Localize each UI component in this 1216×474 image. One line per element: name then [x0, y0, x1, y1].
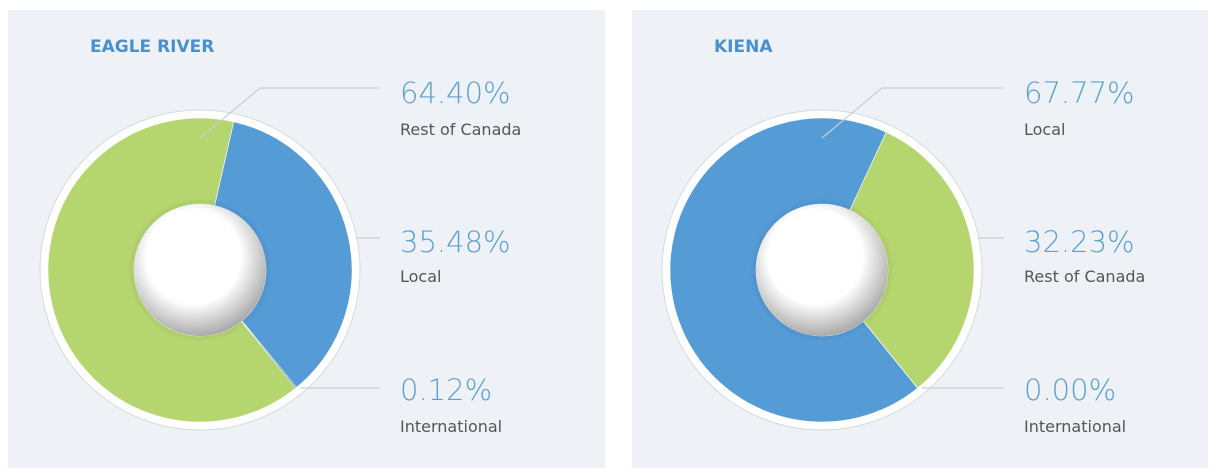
legend-label: Rest of Canada — [400, 120, 521, 139]
leader-line — [199, 87, 380, 139]
donut-hole — [134, 204, 266, 336]
legend-label: Rest of Canada — [1024, 267, 1145, 286]
chart-title: KIENA — [714, 37, 773, 57]
chart-title: EAGLE RIVER — [90, 37, 214, 57]
legend-label: Local — [400, 267, 441, 286]
value-label: 67.77% — [1024, 76, 1135, 110]
leader-line — [821, 87, 1004, 139]
value-label: 0.12% — [400, 373, 492, 407]
value-label: 32.23% — [1024, 225, 1135, 259]
donut-hole — [756, 204, 888, 336]
legend-label: International — [1024, 417, 1126, 436]
value-label: 0.00% — [1024, 373, 1116, 407]
legend-label: Local — [1024, 120, 1065, 139]
value-label: 35.48% — [400, 225, 511, 259]
value-label: 64.40% — [400, 76, 511, 110]
legend-label: International — [400, 417, 502, 436]
